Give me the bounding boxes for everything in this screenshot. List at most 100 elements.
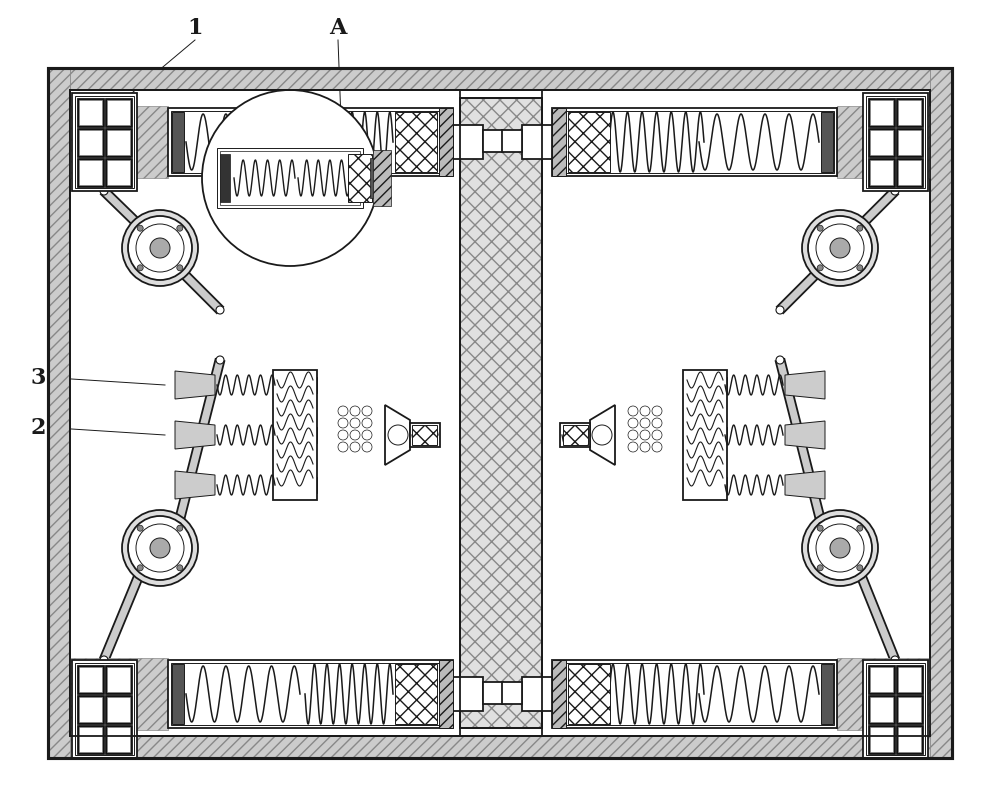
Bar [568, 664, 610, 724]
Bar [870, 130, 893, 155]
Circle shape [592, 425, 612, 445]
Circle shape [652, 442, 662, 452]
Bar [896, 128, 923, 157]
Circle shape [137, 265, 143, 271]
Circle shape [830, 238, 850, 258]
Circle shape [817, 525, 823, 531]
Circle shape [150, 238, 170, 258]
Polygon shape [101, 188, 145, 231]
Bar [502, 130, 522, 152]
Bar [410, 423, 440, 447]
Circle shape [100, 656, 108, 664]
Bar [460, 98, 542, 728]
Bar [453, 677, 483, 711]
Circle shape [137, 564, 143, 571]
Bar [172, 664, 184, 724]
Circle shape [177, 525, 183, 531]
Polygon shape [175, 265, 223, 313]
Circle shape [128, 516, 192, 580]
Bar [217, 148, 363, 208]
Bar [866, 663, 925, 755]
Bar [70, 90, 930, 736]
Bar [70, 90, 930, 736]
Bar [107, 727, 130, 752]
Circle shape [216, 356, 224, 364]
Bar [821, 664, 833, 724]
Bar [168, 660, 453, 728]
Bar [220, 154, 230, 202]
Bar [683, 427, 727, 443]
Circle shape [138, 564, 146, 572]
Polygon shape [175, 471, 215, 499]
Bar [48, 68, 70, 758]
Bar [898, 130, 921, 155]
Polygon shape [777, 265, 825, 313]
Bar [483, 682, 503, 704]
Bar [77, 695, 104, 724]
Bar [542, 90, 930, 736]
Bar [896, 725, 923, 754]
Text: 2: 2 [30, 417, 46, 439]
Bar [552, 660, 837, 728]
Bar [898, 697, 921, 722]
Bar [898, 667, 921, 692]
Circle shape [640, 430, 650, 440]
Bar [568, 112, 610, 172]
Bar [837, 106, 930, 178]
Bar [273, 477, 317, 493]
Circle shape [816, 224, 864, 272]
Bar [898, 160, 921, 185]
Bar [77, 98, 104, 127]
Circle shape [177, 225, 183, 231]
Circle shape [137, 525, 143, 531]
Circle shape [362, 406, 372, 416]
Bar [48, 68, 952, 758]
Bar [48, 68, 952, 758]
Circle shape [122, 210, 198, 286]
Bar [412, 425, 437, 445]
Circle shape [776, 356, 784, 364]
Circle shape [640, 442, 650, 452]
Circle shape [818, 522, 826, 530]
Circle shape [338, 442, 348, 452]
Circle shape [350, 430, 360, 440]
Bar [683, 477, 727, 493]
Bar [870, 100, 893, 125]
Circle shape [362, 418, 372, 428]
Polygon shape [590, 405, 615, 465]
Bar [898, 100, 921, 125]
Circle shape [652, 430, 662, 440]
Bar [460, 98, 542, 728]
Circle shape [652, 406, 662, 416]
Text: A: A [329, 17, 347, 39]
Bar [821, 112, 833, 172]
Bar [105, 725, 132, 754]
Bar [77, 128, 104, 157]
Bar [555, 111, 834, 173]
Circle shape [136, 224, 184, 272]
Bar [522, 677, 552, 711]
Bar [105, 128, 132, 157]
Bar [870, 160, 893, 185]
Bar [837, 658, 930, 730]
Bar [79, 100, 102, 125]
Bar [896, 98, 923, 127]
Circle shape [350, 418, 360, 428]
Bar [79, 667, 102, 692]
Bar [370, 158, 376, 198]
Bar [930, 68, 952, 758]
Circle shape [177, 564, 183, 571]
Circle shape [830, 538, 850, 558]
Polygon shape [855, 188, 898, 231]
Bar [72, 660, 137, 758]
Bar [75, 96, 134, 188]
Bar [70, 658, 168, 730]
Circle shape [216, 306, 224, 314]
Bar [273, 377, 317, 393]
Circle shape [817, 564, 823, 571]
Circle shape [338, 418, 348, 428]
Circle shape [802, 210, 878, 286]
Circle shape [640, 418, 650, 428]
Polygon shape [785, 371, 825, 399]
Circle shape [816, 524, 864, 572]
